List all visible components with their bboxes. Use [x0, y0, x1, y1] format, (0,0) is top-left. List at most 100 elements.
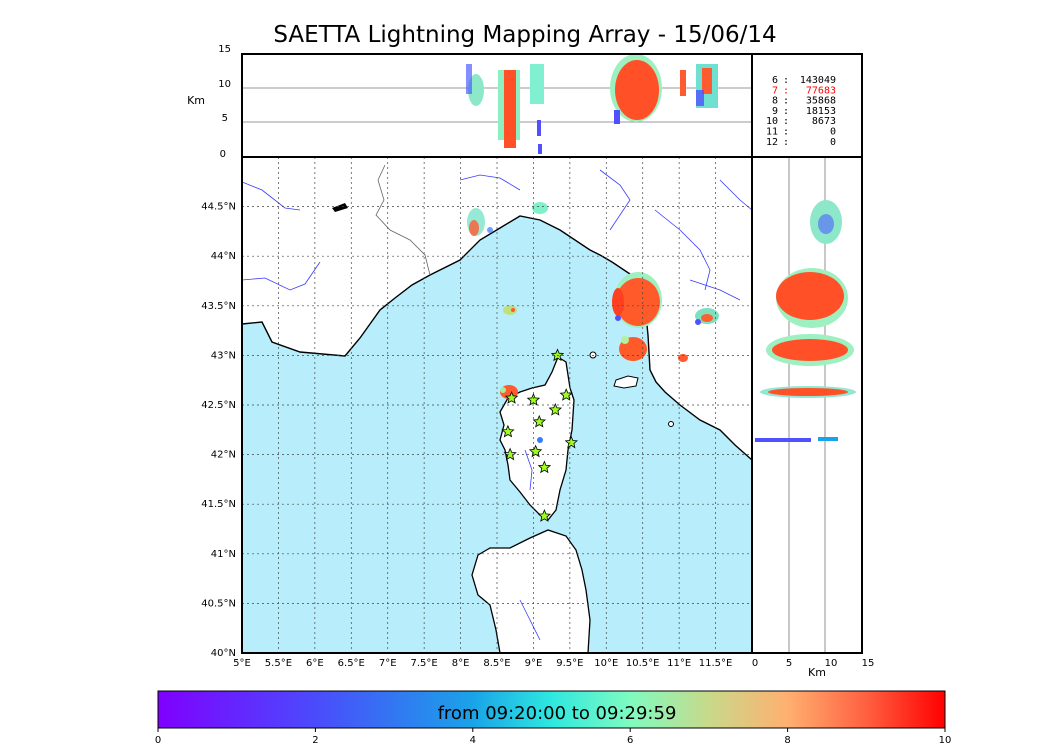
station-star	[528, 444, 543, 458]
station-star	[548, 402, 562, 416]
lat-tick-label: 44.5°N	[201, 202, 236, 213]
side-x-tick-15: 15	[862, 658, 875, 669]
cluster-genoa-west	[467, 208, 493, 236]
cluster-northern-corsica	[500, 385, 518, 399]
top-y-tick-15: 15	[218, 44, 231, 55]
top-panel-frame	[241, 53, 753, 158]
colorbar-tick-label: 6	[627, 735, 633, 746]
station-id: 12	[766, 137, 778, 148]
stat-separator: :	[783, 137, 789, 148]
lat-tick-label: 43°N	[211, 350, 236, 361]
colorbar-tick-label: 0	[155, 735, 161, 746]
station-star	[501, 424, 515, 438]
top-y-tick-0: 0	[220, 149, 226, 160]
station-id: 8	[772, 96, 778, 107]
station-id: 10	[766, 116, 778, 127]
station-count: 35868	[806, 96, 836, 107]
cluster-tuscany-coast	[612, 272, 662, 328]
top-y-tick-5: 5	[222, 113, 228, 124]
lma-stations	[501, 348, 578, 522]
country-border	[375, 164, 431, 276]
lon-tick-label: 6.5°E	[338, 658, 365, 669]
lon-tick-label: 5°E	[233, 658, 251, 669]
colorbar-tick-label: 10	[939, 735, 952, 746]
colorbar-label: from 09:20:00 to 09:29:59	[438, 703, 677, 724]
station-star	[532, 414, 547, 428]
colorbar-tick-label: 8	[784, 735, 790, 746]
sardinia-island	[471, 529, 591, 653]
colorbar-gradient	[157, 690, 946, 729]
colorbar-tick-label: 2	[312, 735, 318, 746]
lon-tick-label: 9°E	[525, 658, 543, 669]
map-grid	[242, 157, 752, 653]
lon-tick-label: 10.5°E	[626, 658, 660, 669]
station-star	[564, 435, 578, 449]
lon-tick-label: 7°E	[379, 658, 397, 669]
station-count-panel: 6:1430497:776838:358689:1815310:867311:0…	[751, 53, 863, 158]
station-id: 11	[766, 127, 778, 138]
top-y-axis-label: Km	[187, 94, 205, 107]
side-x-tick-5: 5	[786, 658, 792, 669]
station-count: 8673	[812, 116, 836, 127]
lightning-sources-top	[466, 54, 718, 154]
elba-island	[613, 375, 639, 389]
side-x-tick-0: 0	[752, 658, 758, 669]
station-count: 0	[830, 127, 836, 138]
station-count: 0	[830, 137, 836, 148]
station-count: 77683	[806, 85, 836, 96]
station-count: 18153	[806, 106, 836, 117]
lat-tick-label: 44°N	[211, 251, 236, 262]
lon-tick-label: 10°E	[594, 658, 618, 669]
lon-tick-labels: 5°E 5.5°E 6°E 6.5°E 7°E 7.5°E 8°E 8.5°E 9°E 9.5°E…	[233, 658, 732, 669]
time-colorbar: from 09:20:00 to 09:29:59 0 2 4 6 8 10	[155, 690, 952, 746]
cluster-ligurian-sea	[503, 305, 517, 315]
lat-tick-label: 42.5°N	[201, 400, 236, 411]
altitude-latitude-panel: 0 5 10 15 Km	[751, 156, 875, 679]
lightning-sources-map	[467, 202, 719, 443]
lon-tick-label: 8°E	[452, 658, 470, 669]
station-star	[537, 509, 552, 522]
stat-separator: :	[783, 96, 789, 107]
stat-separator: :	[783, 127, 789, 138]
station-id: 9	[772, 106, 778, 117]
station-id: 7	[772, 85, 778, 96]
capraia-island	[589, 351, 597, 359]
chart-title: SAETTA Lightning Mapping Array - 15/06/1…	[273, 22, 777, 48]
lon-tick-label: 7.5°E	[411, 658, 438, 669]
stats-frame	[751, 53, 863, 158]
top-y-tick-10: 10	[218, 79, 231, 90]
lon-tick-label: 11.5°E	[699, 658, 733, 669]
cluster-southern-tuscany	[678, 354, 688, 362]
stat-separator: :	[783, 85, 789, 96]
cluster-inland-tuscany	[695, 308, 719, 325]
lat-tick-labels: 40°N 40.5°N 41°N 41.5°N 42°N 42.5°N 43°N 43.5°N…	[201, 202, 236, 659]
lightning-sources-side	[752, 200, 856, 442]
lon-tick-label: 8.5°E	[483, 658, 510, 669]
cluster-genoa	[532, 202, 548, 214]
stat-separator: :	[783, 75, 789, 86]
lat-tick-label: 40.5°N	[201, 598, 236, 609]
giglio-island	[668, 421, 674, 427]
stat-separator: :	[783, 116, 789, 127]
corsica-island	[499, 356, 575, 521]
cluster-corsica-interior	[537, 437, 543, 443]
mainland-coastline	[242, 215, 752, 461]
station-star	[537, 460, 552, 474]
station-star	[503, 447, 517, 461]
colorbar-tick-label: 4	[470, 735, 476, 746]
station-star	[550, 348, 565, 362]
lon-tick-label: 11°E	[667, 658, 691, 669]
altitude-longitude-panel: 15 10 5 0 Km	[187, 44, 753, 160]
lat-tick-label: 42°N	[211, 450, 236, 461]
side-x-tick-10: 10	[825, 658, 838, 669]
lon-tick-label: 9.5°E	[556, 658, 583, 669]
map-panel: 5°E 5.5°E 6°E 6.5°E 7°E 7.5°E 8°E 8.5°E 9°E 9.5°E…	[201, 156, 753, 669]
station-id: 6	[772, 75, 778, 86]
lat-tick-label: 40°N	[211, 648, 236, 659]
station-count: 143049	[800, 75, 836, 86]
lat-tick-label: 43.5°N	[201, 301, 236, 312]
side-x-axis-label: Km	[808, 666, 826, 679]
lon-tick-label: 6°E	[306, 658, 324, 669]
stat-separator: :	[783, 106, 789, 117]
